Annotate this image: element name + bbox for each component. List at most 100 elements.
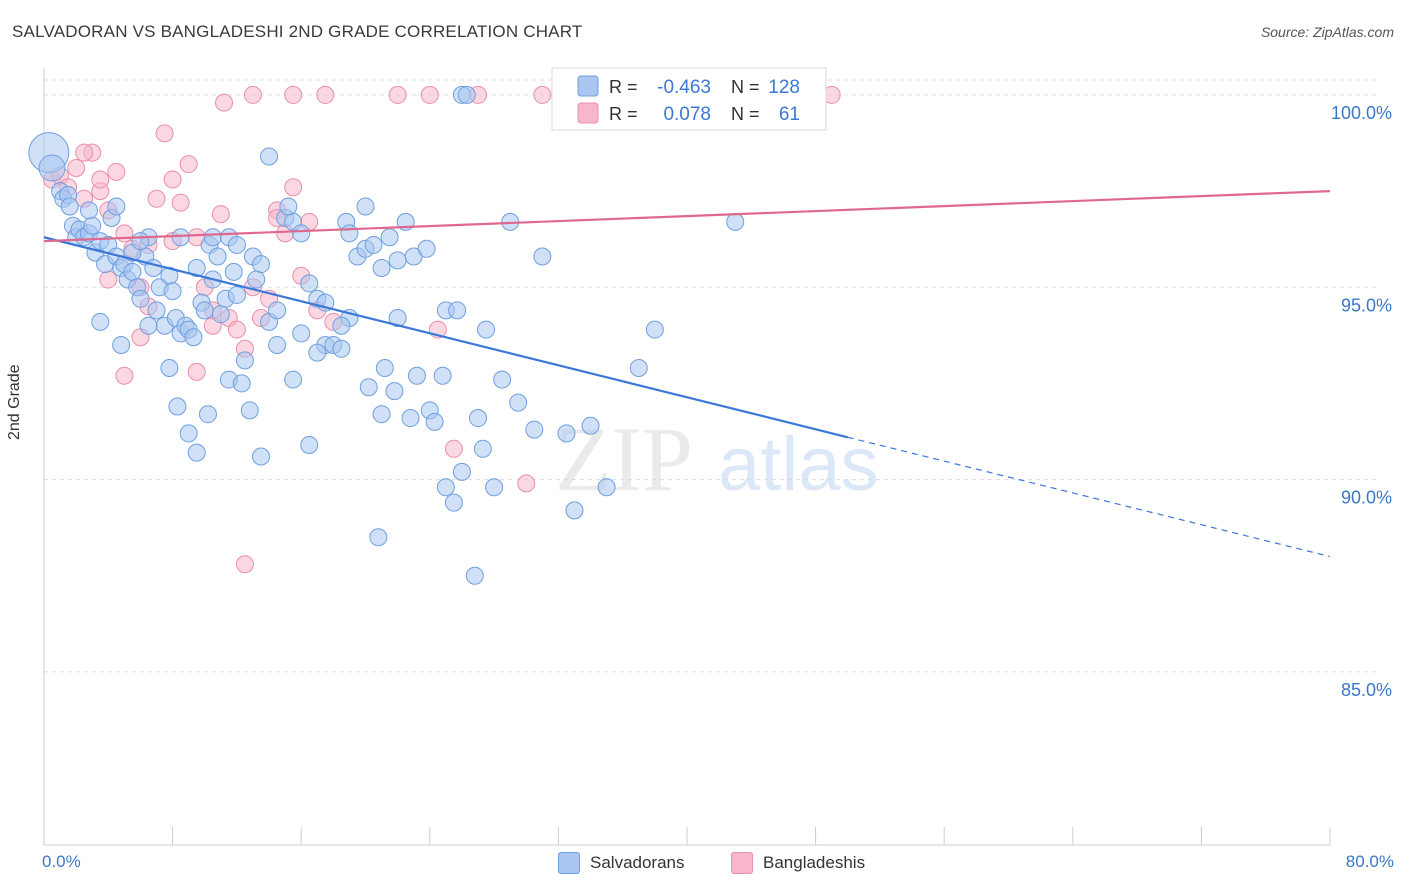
data-point-bangladeshis: [227, 320, 246, 339]
data-point-salvadorans: [308, 343, 327, 362]
salvadorans-points: [28, 85, 745, 585]
data-point-salvadorans: [147, 301, 166, 320]
y-tick-label: 85.0%: [1341, 680, 1392, 700]
data-point-salvadorans: [227, 285, 246, 304]
data-point-salvadorans: [131, 232, 150, 251]
data-point-bangladeshis: [115, 366, 134, 385]
data-point-salvadorans: [726, 212, 745, 231]
data-point-bangladeshis: [187, 362, 206, 381]
data-point-salvadorans: [168, 397, 187, 416]
data-point-salvadorans: [184, 328, 203, 347]
legend-item-salvadorans[interactable]: Salvadorans: [558, 852, 685, 874]
data-point-salvadorans: [597, 478, 616, 497]
data-point-salvadorans: [187, 259, 206, 278]
data-point-salvadorans: [509, 393, 528, 412]
legend-r-value-salvadorans: -0.463: [657, 77, 711, 98]
data-point-salvadorans: [279, 197, 298, 216]
data-point-salvadorans: [565, 501, 584, 520]
data-point-salvadorans: [247, 270, 266, 289]
data-point-salvadorans: [380, 228, 399, 247]
data-point-salvadorans: [292, 224, 311, 243]
y-tick-label: 95.0%: [1341, 295, 1392, 315]
y-tick-label: 100.0%: [1331, 103, 1392, 123]
x-tick-label-min: 0.0%: [42, 852, 81, 871]
data-point-salvadorans: [457, 85, 476, 104]
data-point-salvadorans: [252, 447, 271, 466]
data-point-salvadorans: [208, 247, 227, 266]
data-point-salvadorans: [433, 366, 452, 385]
data-point-salvadorans: [198, 405, 217, 424]
data-point-salvadorans: [284, 370, 303, 389]
tick-labels: 85.0% 90.0% 95.0% 100.0%: [1331, 103, 1392, 700]
data-point-bangladeshis: [211, 205, 230, 224]
data-point-salvadorans: [448, 301, 467, 320]
data-point-bangladeshis: [215, 93, 234, 112]
data-point-salvadorans: [372, 259, 391, 278]
data-point-salvadorans: [493, 370, 512, 389]
legend-r-label: R =: [609, 104, 638, 124]
data-point-salvadorans: [332, 339, 351, 358]
data-point-salvadorans: [260, 147, 279, 166]
data-point-bangladeshis: [444, 439, 463, 458]
watermark-atlas: atlas: [718, 422, 879, 507]
data-point-salvadorans: [268, 335, 287, 354]
data-point-salvadorans: [375, 359, 394, 378]
data-point-salvadorans: [525, 420, 544, 439]
legend-r-value-bangladeshis: 0.078: [663, 104, 711, 125]
legend-swatch-salvadorans: [558, 852, 580, 874]
series-legend: Salvadorans Bangladeshis: [0, 852, 1406, 876]
data-point-bangladeshis: [284, 178, 303, 197]
data-point-salvadorans: [332, 316, 351, 335]
data-point-salvadorans: [444, 493, 463, 512]
data-point-salvadorans: [436, 478, 455, 497]
data-point-bangladeshis: [243, 85, 262, 104]
trend-lines: [43, 189, 1331, 558]
data-point-salvadorans: [211, 305, 230, 324]
data-point-bangladeshis: [388, 85, 407, 104]
data-point-salvadorans: [465, 566, 484, 585]
data-point-salvadorans: [645, 320, 664, 339]
trend-line-salvadorans: [43, 236, 849, 439]
data-point-bangladeshis: [147, 189, 166, 208]
data-point-salvadorans: [485, 478, 504, 497]
data-point-salvadorans: [38, 154, 66, 182]
data-point-salvadorans: [388, 251, 407, 270]
data-point-salvadorans: [473, 439, 492, 458]
data-point-salvadorans: [629, 359, 648, 378]
data-point-bangladeshis: [235, 555, 254, 574]
legend-swatch-salvadorans: [577, 75, 599, 97]
data-point-salvadorans: [581, 416, 600, 435]
watermark: ZIP atlas: [555, 408, 879, 510]
legend-item-bangladeshis[interactable]: Bangladeshis: [731, 852, 865, 874]
data-point-salvadorans: [232, 374, 251, 393]
data-point-salvadorans: [417, 239, 436, 258]
legend-n-label: N =: [731, 104, 760, 124]
data-point-salvadorans: [91, 312, 110, 331]
data-point-salvadorans: [160, 359, 179, 378]
data-point-bangladeshis: [179, 155, 198, 174]
data-point-salvadorans: [364, 235, 383, 254]
data-point-salvadorans: [139, 316, 158, 335]
legend-label-bangladeshis: Bangladeshis: [763, 853, 866, 872]
data-point-salvadorans: [268, 301, 287, 320]
data-point-salvadorans: [163, 282, 182, 301]
data-point-salvadorans: [557, 424, 576, 443]
trend-line-bangladeshis: [43, 189, 1331, 243]
data-point-bangladeshis: [155, 124, 174, 143]
data-point-salvadorans: [385, 382, 404, 401]
data-point-salvadorans: [227, 235, 246, 254]
data-point-bangladeshis: [316, 85, 335, 104]
data-point-salvadorans: [123, 262, 142, 281]
data-point-salvadorans: [372, 405, 391, 424]
data-point-salvadorans: [452, 462, 471, 481]
data-point-salvadorans: [195, 301, 214, 320]
data-point-salvadorans: [171, 228, 190, 247]
x-tick-label-max: 80.0%: [1345, 852, 1394, 871]
data-point-salvadorans: [388, 309, 407, 328]
data-point-salvadorans: [425, 412, 444, 431]
axes: [43, 68, 1331, 846]
legend-n-label: N =: [731, 77, 760, 97]
chart-title: SALVADORAN VS BANGLADESHI 2ND GRADE CORR…: [12, 22, 583, 41]
legend-r-label: R =: [609, 77, 638, 97]
data-point-bangladeshis: [163, 170, 182, 189]
